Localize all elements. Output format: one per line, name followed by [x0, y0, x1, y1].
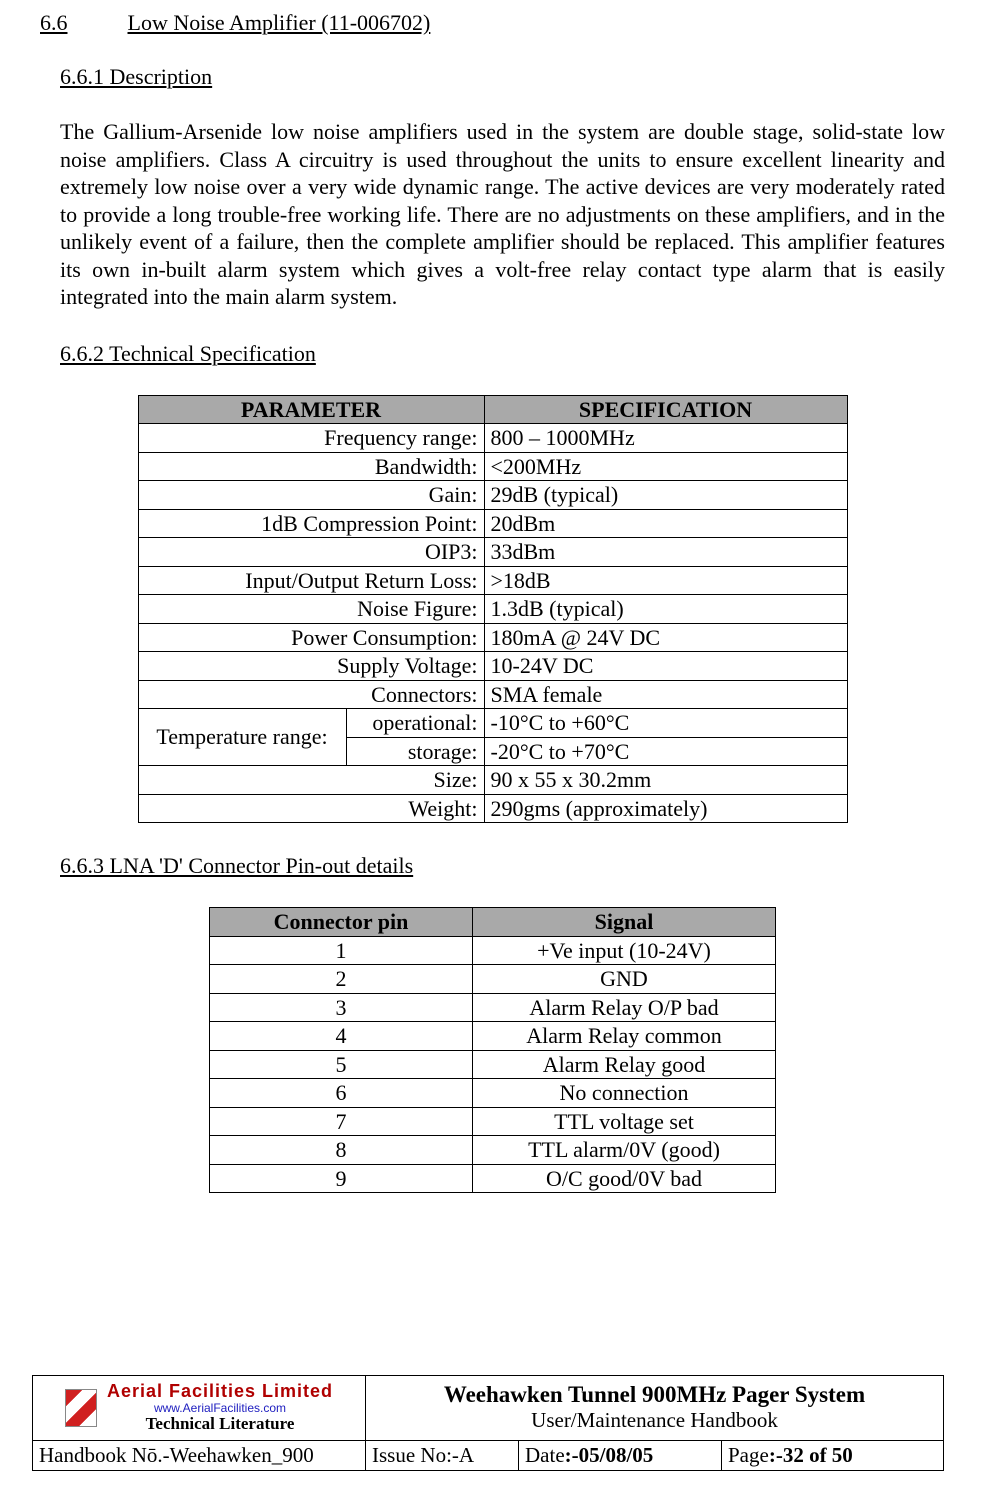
pinout-signal: TTL alarm/0V (good)	[473, 1136, 776, 1165]
spec-param: Gain:	[138, 481, 484, 510]
spec-param: Frequency range:	[138, 424, 484, 453]
spec-param: Noise Figure:	[138, 595, 484, 624]
footer-date: Date:-05/08/05	[519, 1440, 722, 1470]
spec-value: <200MHz	[484, 452, 847, 481]
pinout-pin: 8	[210, 1136, 473, 1165]
pinout-signal: Alarm Relay common	[473, 1022, 776, 1051]
spec-param: Supply Voltage:	[138, 652, 484, 681]
pinout-signal: TTL voltage set	[473, 1107, 776, 1136]
logo-icon	[65, 1389, 97, 1427]
subsection-description-heading: 6.6.1 Description	[40, 64, 945, 90]
logo-line2: www.AerialFacilities.com	[107, 1402, 333, 1415]
pinout-signal: No connection	[473, 1079, 776, 1108]
spec-param-sub: operational:	[346, 709, 484, 738]
pinout-signal: GND	[473, 965, 776, 994]
footer-handbook: Handbook Nō.-Weehawken_900	[33, 1440, 366, 1470]
spec-param: Input/Output Return Loss:	[138, 566, 484, 595]
spec-value: 20dBm	[484, 509, 847, 538]
spec-param: Connectors:	[138, 680, 484, 709]
pinout-pin: 5	[210, 1050, 473, 1079]
spec-value: 33dBm	[484, 538, 847, 567]
spec-param-temp: Temperature range:	[138, 709, 346, 766]
pinout-table: Connector pin Signal 1+Ve input (10-24V)…	[209, 907, 776, 1193]
pinout-signal: +Ve input (10-24V)	[473, 936, 776, 965]
footer-page: Page:-32 of 50	[722, 1440, 944, 1470]
section-title: Low Noise Amplifier (11-006702)	[128, 10, 431, 36]
footer-subtitle: User/Maintenance Handbook	[372, 1408, 937, 1433]
spec-value: 290gms (approximately)	[484, 794, 847, 823]
footer-issue: Issue No:-A	[366, 1440, 519, 1470]
pinout-pin: 3	[210, 993, 473, 1022]
description-body: The Gallium-Arsenide low noise amplifier…	[40, 118, 945, 311]
pinout-pin: 6	[210, 1079, 473, 1108]
pinout-pin: 1	[210, 936, 473, 965]
spec-header-spec: SPECIFICATION	[484, 395, 847, 424]
spec-param: OIP3:	[138, 538, 484, 567]
subsection-pinout-heading: 6.6.3 LNA 'D' Connector Pin-out details	[40, 853, 945, 879]
pinout-signal: Alarm Relay O/P bad	[473, 993, 776, 1022]
spec-value: 800 – 1000MHz	[484, 424, 847, 453]
spec-value: 180mA @ 24V DC	[484, 623, 847, 652]
pinout-pin: 9	[210, 1164, 473, 1193]
subsection-spec-heading: 6.6.2 Technical Specification	[40, 341, 945, 367]
spec-param: Bandwidth:	[138, 452, 484, 481]
logo-line3: Technical Literature	[107, 1415, 333, 1434]
spec-param: 1dB Compression Point:	[138, 509, 484, 538]
section-number: 6.6	[40, 10, 68, 36]
section-heading: 6.6 Low Noise Amplifier (11-006702)	[40, 10, 945, 36]
pinout-pin: 7	[210, 1107, 473, 1136]
spec-param-sub: storage:	[346, 737, 484, 766]
spec-value: -10°C to +60°C	[484, 709, 847, 738]
spec-value: 90 x 55 x 30.2mm	[484, 766, 847, 795]
spec-value: -20°C to +70°C	[484, 737, 847, 766]
pinout-pin: 2	[210, 965, 473, 994]
spec-value: 1.3dB (typical)	[484, 595, 847, 624]
spec-value: 10-24V DC	[484, 652, 847, 681]
pinout-signal: O/C good/0V bad	[473, 1164, 776, 1193]
logo-line1: Aerial Facilities Limited	[107, 1382, 333, 1402]
pinout-pin: 4	[210, 1022, 473, 1051]
spec-param: Size:	[138, 766, 484, 795]
spec-param: Weight:	[138, 794, 484, 823]
footer-title: Weehawken Tunnel 900MHz Pager System	[372, 1382, 937, 1408]
pinout-header-pin: Connector pin	[210, 908, 473, 937]
footer-table: Aerial Facilities Limited www.AerialFaci…	[32, 1375, 944, 1471]
pinout-header-signal: Signal	[473, 908, 776, 937]
spec-value: 29dB (typical)	[484, 481, 847, 510]
pinout-signal: Alarm Relay good	[473, 1050, 776, 1079]
spec-value: >18dB	[484, 566, 847, 595]
spec-header-param: PARAMETER	[138, 395, 484, 424]
company-logo: Aerial Facilities Limited www.AerialFaci…	[39, 1382, 359, 1434]
spec-value: SMA female	[484, 680, 847, 709]
spec-table: PARAMETER SPECIFICATION Frequency range:…	[138, 395, 848, 824]
spec-param: Power Consumption:	[138, 623, 484, 652]
